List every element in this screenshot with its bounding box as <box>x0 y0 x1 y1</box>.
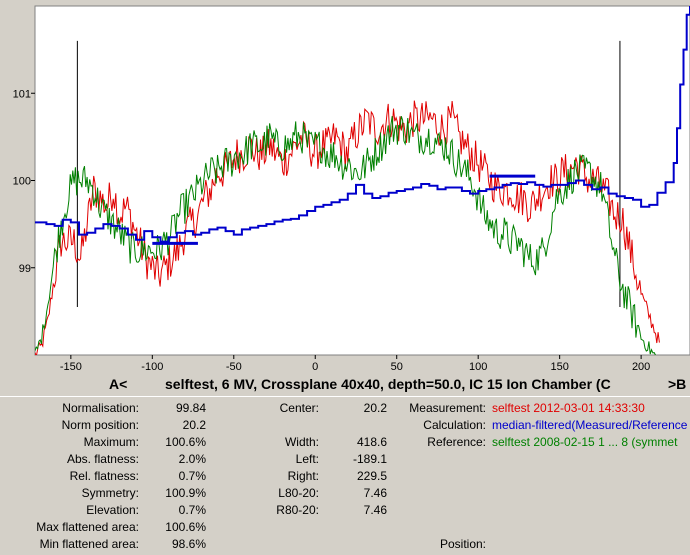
geometry-value: 20.2 <box>363 401 387 415</box>
panel-divider <box>0 396 690 397</box>
reference-value: selftest 2008-02-15 1 ... 8 (symmet <box>492 435 678 449</box>
reference-label: Reference: <box>427 435 486 449</box>
x-tick-label: 50 <box>391 361 403 373</box>
reference-series-line <box>35 116 656 355</box>
position-row: Position: <box>0 536 690 553</box>
y-tick-label: 99 <box>19 263 31 275</box>
measurement-label: Measurement: <box>409 401 486 415</box>
x-tick-label: -50 <box>226 361 242 373</box>
profile-chart[interactable]: 99 100 101 -150 -100 -50 0 50 100 150 200 <box>0 0 690 375</box>
calculation-series-line <box>35 6 690 243</box>
geometry-row: Right: 229.5 <box>0 468 690 485</box>
geometry-value: 7.46 <box>363 486 387 500</box>
geometry-row: L80-20: 7.46 <box>0 485 690 502</box>
stat-row: Min flattened area: 98.6% <box>0 536 690 553</box>
calculation-row: Calculation: median-filtered(Measured/Re… <box>0 417 690 434</box>
geometry-row: Width: 418.6 <box>0 434 690 451</box>
x-tick-label: 150 <box>550 361 568 373</box>
stat-value: 20.2 <box>182 418 206 432</box>
calculation-label: Calculation: <box>423 418 486 432</box>
geometry-label: Left: <box>295 452 319 466</box>
geometry-row: Left: -189.1 <box>0 451 690 468</box>
measurement-series-line <box>35 100 660 355</box>
stat-label: Maximum: <box>83 435 139 449</box>
x-tick-label: 100 <box>469 361 487 373</box>
geometry-label: L80-20: <box>278 486 319 500</box>
geometry-value: 7.46 <box>363 503 387 517</box>
stat-value: 100.6% <box>165 520 206 534</box>
profile-caption-bar: A< selftest, 6 MV, Crossplane 40x40, dep… <box>0 374 690 394</box>
geometry-label: Width: <box>284 435 319 449</box>
geometry-label: R80-20: <box>276 503 319 517</box>
stat-row: Norm position: 20.2 <box>0 417 690 434</box>
geometry-row: R80-20: 7.46 <box>0 502 690 519</box>
stat-value: 100.6% <box>165 435 206 449</box>
geometry-value: 229.5 <box>356 469 387 483</box>
position-label: Position: <box>439 537 486 551</box>
x-tick-label: 0 <box>312 361 318 373</box>
stat-row: Symmetry: 100.9% <box>0 485 690 502</box>
stat-value: 100.9% <box>165 486 206 500</box>
y-tick-label: 101 <box>13 88 31 100</box>
measurement-value: selftest 2012-03-01 14:33:30 <box>492 401 645 415</box>
stat-value: 98.6% <box>171 537 206 551</box>
reference-row: Reference: selftest 2008-02-15 1 ... 8 (… <box>0 434 690 451</box>
stat-label: Abs. flatness: <box>66 452 139 466</box>
stat-label: Min flattened area: <box>39 537 139 551</box>
y-tick-label: 100 <box>13 176 31 188</box>
stat-row: Elevation: 0.7% <box>0 502 690 519</box>
stat-value: 99.84 <box>175 401 206 415</box>
stat-row: Maximum: 100.6% <box>0 434 690 451</box>
stat-row: Abs. flatness: 2.0% <box>0 451 690 468</box>
x-tick-label: -150 <box>60 361 82 373</box>
profile-chart-svg: 99 100 101 -150 -100 -50 0 50 100 150 200 <box>12 5 690 373</box>
stat-label: Norm position: <box>61 418 139 432</box>
stat-value: 0.7% <box>178 503 206 517</box>
stat-value: 2.0% <box>178 452 206 466</box>
stat-row: Normalisation: 99.84 <box>0 400 690 417</box>
geometry-row: Center: 20.2 <box>0 400 690 417</box>
geometry-value: -189.1 <box>352 452 387 466</box>
x-tick-label: -100 <box>141 361 163 373</box>
calculation-value: median-filtered(Measured/Reference <box>492 418 688 432</box>
stat-label: Rel. flatness: <box>69 469 139 483</box>
stat-label: Normalisation: <box>62 401 139 415</box>
stat-label: Symmetry: <box>81 486 139 500</box>
geometry-label: Center: <box>279 401 319 415</box>
geometry-value: 418.6 <box>356 435 387 449</box>
stat-row: Rel. flatness: 0.7% <box>0 468 690 485</box>
stat-label: Elevation: <box>86 503 139 517</box>
next-profile-button[interactable]: >B <box>668 376 687 392</box>
stat-label: Max flattened area: <box>36 520 139 534</box>
profile-title: selftest, 6 MV, Crossplane 40x40, depth=… <box>165 376 611 392</box>
geometry-label: Right: <box>287 469 319 483</box>
stat-row: Max flattened area: 100.6% <box>0 519 690 536</box>
previous-profile-button[interactable]: A< <box>109 376 128 392</box>
stat-value: 0.7% <box>178 469 206 483</box>
statistics-panel: Normalisation: 99.84 Norm position: 20.2 Max… <box>0 398 690 555</box>
x-tick-label: 200 <box>632 361 650 373</box>
measurement-row: Measurement: selftest 2012-03-01 14:33:3… <box>0 400 690 417</box>
